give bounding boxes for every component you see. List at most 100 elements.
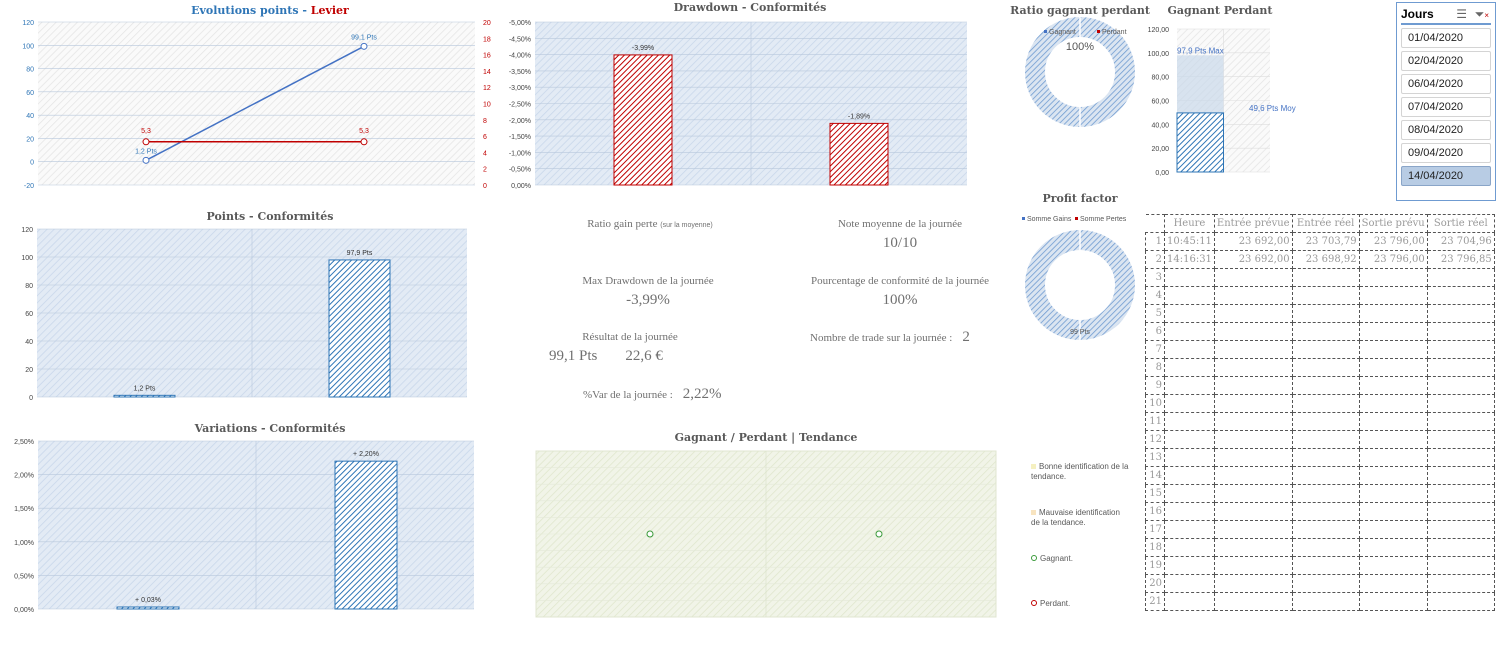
table-cell[interactable] — [1213, 574, 1293, 593]
table-cell[interactable] — [1164, 268, 1215, 287]
table-cell[interactable]: 14:16:31 — [1164, 250, 1215, 269]
table-cell[interactable] — [1291, 520, 1360, 539]
table-cell[interactable] — [1426, 502, 1495, 521]
table-cell[interactable] — [1291, 376, 1360, 395]
multi-select-icon[interactable]: ☰ — [1456, 7, 1467, 21]
table-cell[interactable] — [1164, 448, 1215, 467]
table-cell[interactable] — [1358, 448, 1428, 467]
table-cell[interactable] — [1358, 556, 1428, 575]
table-cell[interactable] — [1164, 394, 1215, 413]
table-cell[interactable] — [1426, 484, 1495, 503]
table-cell[interactable]: 23 796,85 — [1426, 250, 1495, 269]
table-cell[interactable] — [1426, 430, 1495, 449]
table-cell[interactable] — [1358, 430, 1428, 449]
table-cell[interactable] — [1291, 448, 1360, 467]
table-cell[interactable] — [1213, 556, 1293, 575]
table-cell[interactable] — [1291, 538, 1360, 557]
table-cell[interactable]: 23 796,00 — [1358, 232, 1428, 251]
table-cell[interactable] — [1213, 520, 1293, 539]
table-cell[interactable] — [1213, 268, 1293, 287]
table-cell[interactable] — [1164, 340, 1215, 359]
table-cell[interactable] — [1426, 268, 1495, 287]
table-cell[interactable] — [1426, 412, 1495, 431]
table-cell[interactable] — [1291, 556, 1360, 575]
table-cell[interactable] — [1213, 286, 1293, 305]
table-cell[interactable] — [1426, 358, 1495, 377]
table-cell[interactable] — [1426, 322, 1495, 341]
table-cell[interactable] — [1358, 340, 1428, 359]
table-cell[interactable] — [1291, 412, 1360, 431]
table-cell[interactable] — [1426, 520, 1495, 539]
table-cell[interactable] — [1426, 592, 1495, 611]
table-cell[interactable] — [1291, 322, 1360, 341]
table-cell[interactable] — [1164, 376, 1215, 395]
table-cell[interactable] — [1213, 484, 1293, 503]
table-cell[interactable] — [1291, 358, 1360, 377]
table-cell[interactable] — [1164, 412, 1215, 431]
table-cell[interactable] — [1358, 394, 1428, 413]
table-cell[interactable] — [1213, 340, 1293, 359]
slicer-item[interactable]: 06/04/2020 — [1401, 74, 1491, 94]
clear-filter-icon[interactable]: ⏷× — [1474, 7, 1489, 21]
table-cell[interactable] — [1213, 412, 1293, 431]
table-cell[interactable] — [1426, 448, 1495, 467]
table-cell[interactable] — [1213, 538, 1293, 557]
table-cell[interactable] — [1358, 268, 1428, 287]
table-cell[interactable]: 23 796,00 — [1358, 250, 1428, 269]
table-cell[interactable] — [1213, 502, 1293, 521]
table-cell[interactable] — [1358, 304, 1428, 323]
table-cell[interactable] — [1291, 466, 1360, 485]
table-cell[interactable] — [1426, 376, 1495, 395]
table-cell[interactable] — [1164, 484, 1215, 503]
table-cell[interactable] — [1164, 466, 1215, 485]
table-cell[interactable] — [1426, 538, 1495, 557]
table-cell[interactable] — [1358, 574, 1428, 593]
table-cell[interactable] — [1213, 430, 1293, 449]
table-cell[interactable] — [1213, 592, 1293, 611]
table-cell[interactable] — [1291, 430, 1360, 449]
table-cell[interactable] — [1426, 556, 1495, 575]
table-cell[interactable]: 23 698,92 — [1291, 250, 1360, 269]
slicer-item[interactable]: 07/04/2020 — [1401, 97, 1491, 117]
table-cell[interactable] — [1291, 340, 1360, 359]
table-cell[interactable] — [1291, 484, 1360, 503]
table-cell[interactable]: 23 692,00 — [1213, 232, 1293, 251]
slicer-item[interactable]: 01/04/2020 — [1401, 28, 1491, 48]
table-cell[interactable] — [1426, 286, 1495, 305]
table-cell[interactable] — [1213, 448, 1293, 467]
table-cell[interactable]: 10:45:11 — [1164, 232, 1215, 251]
table-cell[interactable] — [1164, 520, 1215, 539]
table-cell[interactable] — [1291, 304, 1360, 323]
table-cell[interactable] — [1213, 394, 1293, 413]
table-cell[interactable] — [1426, 304, 1495, 323]
table-cell[interactable] — [1426, 340, 1495, 359]
table-cell[interactable] — [1426, 466, 1495, 485]
slicer-item[interactable]: 09/04/2020 — [1401, 143, 1491, 163]
table-cell[interactable] — [1213, 376, 1293, 395]
table-cell[interactable] — [1164, 304, 1215, 323]
slicer-item[interactable]: 02/04/2020 — [1401, 51, 1491, 71]
slicer-item[interactable]: 08/04/2020 — [1401, 120, 1491, 140]
table-cell[interactable] — [1426, 394, 1495, 413]
table-cell[interactable] — [1358, 466, 1428, 485]
table-cell[interactable] — [1358, 484, 1428, 503]
table-cell[interactable] — [1291, 574, 1360, 593]
table-cell[interactable] — [1291, 286, 1360, 305]
table-cell[interactable] — [1358, 520, 1428, 539]
table-cell[interactable] — [1164, 502, 1215, 521]
table-cell[interactable] — [1358, 538, 1428, 557]
table-cell[interactable] — [1358, 322, 1428, 341]
table-cell[interactable]: 23 703,79 — [1291, 232, 1360, 251]
table-cell[interactable] — [1291, 592, 1360, 611]
table-cell[interactable] — [1358, 412, 1428, 431]
table-cell[interactable] — [1358, 592, 1428, 611]
table-cell[interactable] — [1291, 502, 1360, 521]
slicer-item[interactable]: 14/04/2020 — [1401, 166, 1491, 186]
table-cell[interactable] — [1358, 502, 1428, 521]
table-cell[interactable]: 23 692,00 — [1213, 250, 1293, 269]
table-cell[interactable] — [1213, 304, 1293, 323]
table-cell[interactable]: 23 704,96 — [1426, 232, 1495, 251]
table-cell[interactable] — [1164, 322, 1215, 341]
table-cell[interactable] — [1426, 574, 1495, 593]
table-cell[interactable] — [1164, 358, 1215, 377]
